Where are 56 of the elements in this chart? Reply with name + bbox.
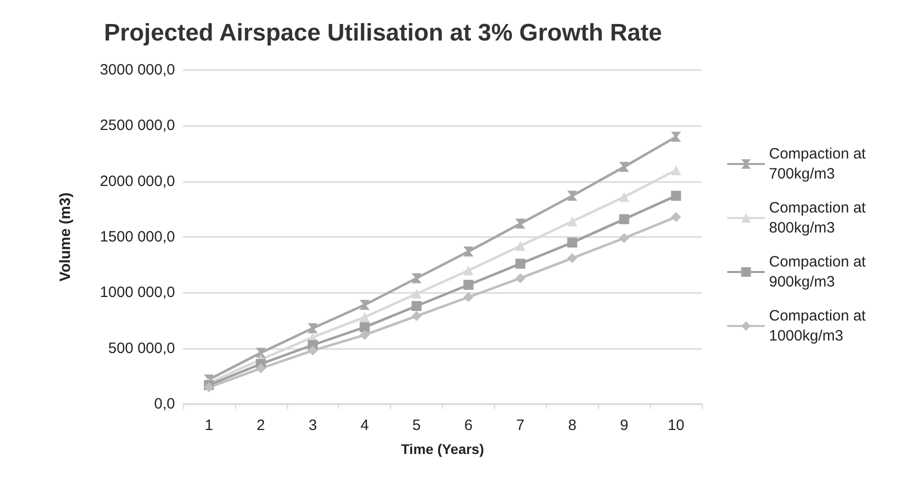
x-tick-label: 9 <box>620 417 628 434</box>
chart-title: Projected Airspace Utilisation at 3% Growth Rate <box>104 20 662 46</box>
point <box>308 346 318 356</box>
point <box>671 212 682 222</box>
y-tick-label: 0,0 <box>154 396 175 412</box>
point <box>412 301 422 312</box>
y-tick-label: 1500 000,0 <box>100 228 175 246</box>
point <box>412 311 422 322</box>
point <box>671 190 682 201</box>
point <box>308 323 318 334</box>
point <box>360 300 370 310</box>
x-tick-label: 7 <box>516 417 525 434</box>
point <box>360 312 370 322</box>
x-axis-title: Time (Years) <box>400 441 484 457</box>
point <box>619 233 630 244</box>
x-tick-label: 1 <box>204 417 214 434</box>
point <box>463 280 474 290</box>
point <box>619 162 630 172</box>
point <box>567 238 578 248</box>
y-tick-label: 2000 000,0 <box>100 172 175 190</box>
point <box>463 246 474 256</box>
point <box>515 258 526 269</box>
point <box>567 253 578 264</box>
legend-label: Compaction at 900kg/m3 <box>769 254 870 290</box>
x-tick-label: 6 <box>464 417 473 434</box>
legend-label: Compaction at 700kg/m3 <box>769 146 870 182</box>
legend-label: Compaction at 1000kg/m3 <box>769 308 870 344</box>
point <box>515 218 526 229</box>
x-tick-label: 8 <box>568 417 576 434</box>
x-tick-label: 5 <box>412 417 421 434</box>
y-tick-label: 500 000,0 <box>108 340 175 357</box>
point <box>256 363 266 374</box>
point <box>463 292 474 302</box>
x-tick-label: 2 <box>256 417 266 434</box>
point <box>515 273 526 284</box>
point <box>360 330 370 340</box>
point <box>671 132 682 142</box>
point <box>360 322 370 332</box>
point <box>671 165 682 176</box>
point <box>619 214 630 224</box>
legend-label: Compaction at 800kg/m3 <box>769 200 870 236</box>
point <box>515 240 526 251</box>
y-axis-title: Volume (m3) <box>57 192 74 282</box>
x-tick-label: 4 <box>360 417 369 434</box>
point <box>412 288 422 299</box>
y-tick-label: 2500 000,0 <box>100 117 175 134</box>
y-tick-label: 3000 000,0 <box>100 62 175 78</box>
point <box>567 216 578 226</box>
y-tick-label: 1000 000,0 <box>100 284 175 302</box>
point <box>463 265 474 276</box>
point <box>412 273 422 284</box>
point <box>567 190 578 201</box>
x-tick-label: 10 <box>668 417 684 434</box>
x-tick-label: 3 <box>308 417 317 434</box>
point <box>256 348 266 358</box>
point <box>619 192 630 202</box>
